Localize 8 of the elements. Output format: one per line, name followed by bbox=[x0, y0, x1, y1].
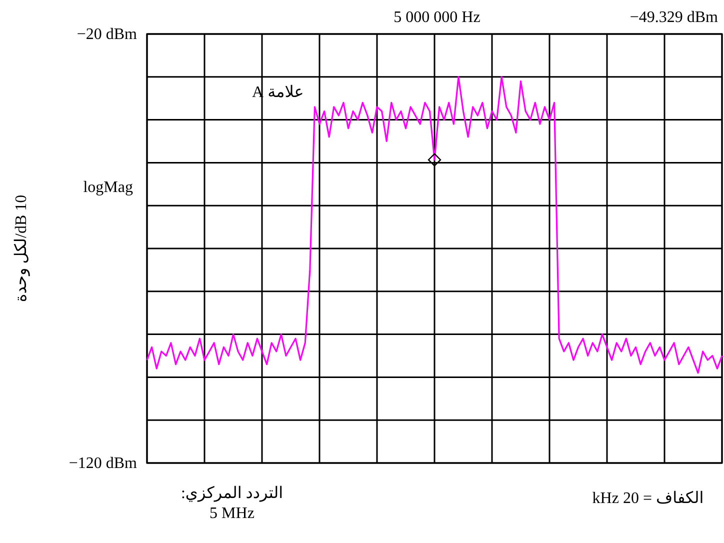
line-series bbox=[146, 76, 723, 374]
text: logMag bbox=[83, 179, 133, 196]
text: −49.329 dBm bbox=[630, 9, 719, 26]
text: 5 000 000 Hz bbox=[394, 9, 480, 26]
y-axis-title: 10 dB/لكل وحدة bbox=[13, 194, 30, 302]
ytick: −120 dBm bbox=[68, 455, 137, 472]
text: الكفاف = 20 kHz bbox=[592, 490, 704, 507]
ytick: −20 dBm bbox=[76, 26, 137, 43]
